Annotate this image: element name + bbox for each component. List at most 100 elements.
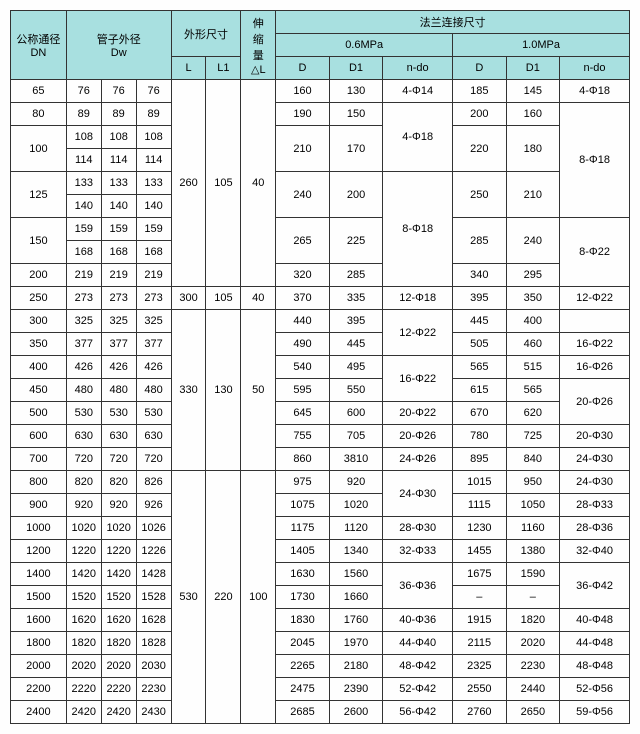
table-row: 60063063063075570520-Φ2678072520-Φ30: [11, 425, 630, 448]
cell-dw: 530: [101, 402, 136, 425]
table-row: 45048048048059555061556520-Φ26: [11, 379, 630, 402]
cell-dw: 820: [66, 471, 101, 494]
cell-dn: 350: [11, 333, 67, 356]
cell-d106: 705: [329, 425, 383, 448]
cell-d110: 950: [506, 471, 560, 494]
cell-ndo06: 28-Φ30: [383, 517, 453, 540]
cell-d110: 240: [506, 218, 560, 264]
cell-d10: 895: [453, 448, 507, 471]
cell-dn: 2200: [11, 678, 67, 701]
cell-ndo10: 32-Φ40: [560, 540, 630, 563]
cell-dw: 1628: [136, 609, 171, 632]
cell-ndo06: 36-Φ36: [383, 563, 453, 609]
cell-dw: 133: [101, 172, 136, 195]
cell-d06: 1405: [276, 540, 330, 563]
cell-dn: 600: [11, 425, 67, 448]
cell-d106: 200: [329, 172, 383, 218]
table-row: 700720720720860381024-Φ2689584024-Φ30: [11, 448, 630, 471]
hdr-dn: 公称通径DN: [11, 11, 67, 80]
cell-d106: 130: [329, 80, 383, 103]
table-row: 35037737737749044550546016-Φ22: [11, 333, 630, 356]
cell-dw: 1820: [101, 632, 136, 655]
cell-dw: 159: [136, 218, 171, 241]
cell-ndo10: 8-Φ18: [560, 103, 630, 218]
table-row: 3003253253253301305044039512-Φ22445400: [11, 310, 630, 333]
cell-d106: 2390: [329, 678, 383, 701]
hdr-06mpa: 0.6MPa: [276, 34, 453, 57]
cell-d106: 1560: [329, 563, 383, 586]
cell-d10: 780: [453, 425, 507, 448]
hdr-ndo06: n-do: [383, 57, 453, 80]
cell-dw: 1220: [101, 540, 136, 563]
cell-d10: 445: [453, 310, 507, 333]
cell-dw: 377: [136, 333, 171, 356]
cell-dw: 1226: [136, 540, 171, 563]
cell-dw: 630: [66, 425, 101, 448]
cell-dw: 1520: [66, 586, 101, 609]
cell-d110: 2230: [506, 655, 560, 678]
cell-ndo06: 40-Φ36: [383, 609, 453, 632]
cell-d110: 1590: [506, 563, 560, 586]
cell-dn: 700: [11, 448, 67, 471]
table-row: 22002220222022302475239052-Φ422550244052…: [11, 678, 630, 701]
cell-L: 300: [171, 287, 206, 310]
table-row: 10001020102010261175112028-Φ301230116028…: [11, 517, 630, 540]
cell-d10: 2550: [453, 678, 507, 701]
cell-d10: 285: [453, 218, 507, 264]
cell-dw: 2220: [101, 678, 136, 701]
cell-d06: 860: [276, 448, 330, 471]
cell-dw: 1620: [66, 609, 101, 632]
cell-ndo10: 20-Φ30: [560, 425, 630, 448]
cell-d06: 2045: [276, 632, 330, 655]
cell-dn: 1200: [11, 540, 67, 563]
table-row: 18001820182018282045197044-Φ402115202044…: [11, 632, 630, 655]
cell-dw: 140: [136, 195, 171, 218]
cell-d106: 335: [329, 287, 383, 310]
cell-dn: 900: [11, 494, 67, 517]
table-row: 1251331331332402008-Φ18250210: [11, 172, 630, 195]
cell-dw: 630: [136, 425, 171, 448]
cell-d10: –: [453, 586, 507, 609]
cell-ndo10: 28-Φ33: [560, 494, 630, 517]
cell-L1: 130: [206, 310, 241, 471]
cell-dw: 133: [66, 172, 101, 195]
cell-d110: 180: [506, 126, 560, 172]
table-row: 2502732732733001054037033512-Φ1839535012…: [11, 287, 630, 310]
cell-dL: 100: [241, 471, 276, 724]
cell-dw: 76: [101, 80, 136, 103]
cell-d106: 1120: [329, 517, 383, 540]
cell-d10: 200: [453, 103, 507, 126]
cell-d06: 320: [276, 264, 330, 287]
cell-dw: 1026: [136, 517, 171, 540]
cell-d06: 755: [276, 425, 330, 448]
cell-d06: 975: [276, 471, 330, 494]
cell-d10: 2325: [453, 655, 507, 678]
cell-ndo06: 52-Φ42: [383, 678, 453, 701]
cell-dw: 159: [66, 218, 101, 241]
cell-d10: 185: [453, 80, 507, 103]
cell-dn: 1000: [11, 517, 67, 540]
cell-dw: 273: [66, 287, 101, 310]
cell-dw: 273: [101, 287, 136, 310]
cell-d110: 2020: [506, 632, 560, 655]
cell-ndo10: 4-Φ18: [560, 80, 630, 103]
cell-dw: 114: [101, 149, 136, 172]
cell-ndo10: 28-Φ36: [560, 517, 630, 540]
cell-dw: 133: [136, 172, 171, 195]
cell-d06: 190: [276, 103, 330, 126]
cell-dw: 140: [66, 195, 101, 218]
cell-d110: 350: [506, 287, 560, 310]
table-row: 150015201520152817301660––: [11, 586, 630, 609]
cell-dw: 826: [136, 471, 171, 494]
cell-dw: 325: [66, 310, 101, 333]
table-row: 20002020202020302265218048-Φ422325223048…: [11, 655, 630, 678]
cell-dw: 480: [101, 379, 136, 402]
hdr-10mpa: 1.0MPa: [453, 34, 630, 57]
cell-dw: 219: [66, 264, 101, 287]
cell-d10: 395: [453, 287, 507, 310]
cell-ndo06: 12-Φ18: [383, 287, 453, 310]
cell-dw: 89: [136, 103, 171, 126]
cell-d10: 670: [453, 402, 507, 425]
cell-d06: 265: [276, 218, 330, 264]
hdr-dw: 管子外径Dw: [66, 11, 171, 80]
